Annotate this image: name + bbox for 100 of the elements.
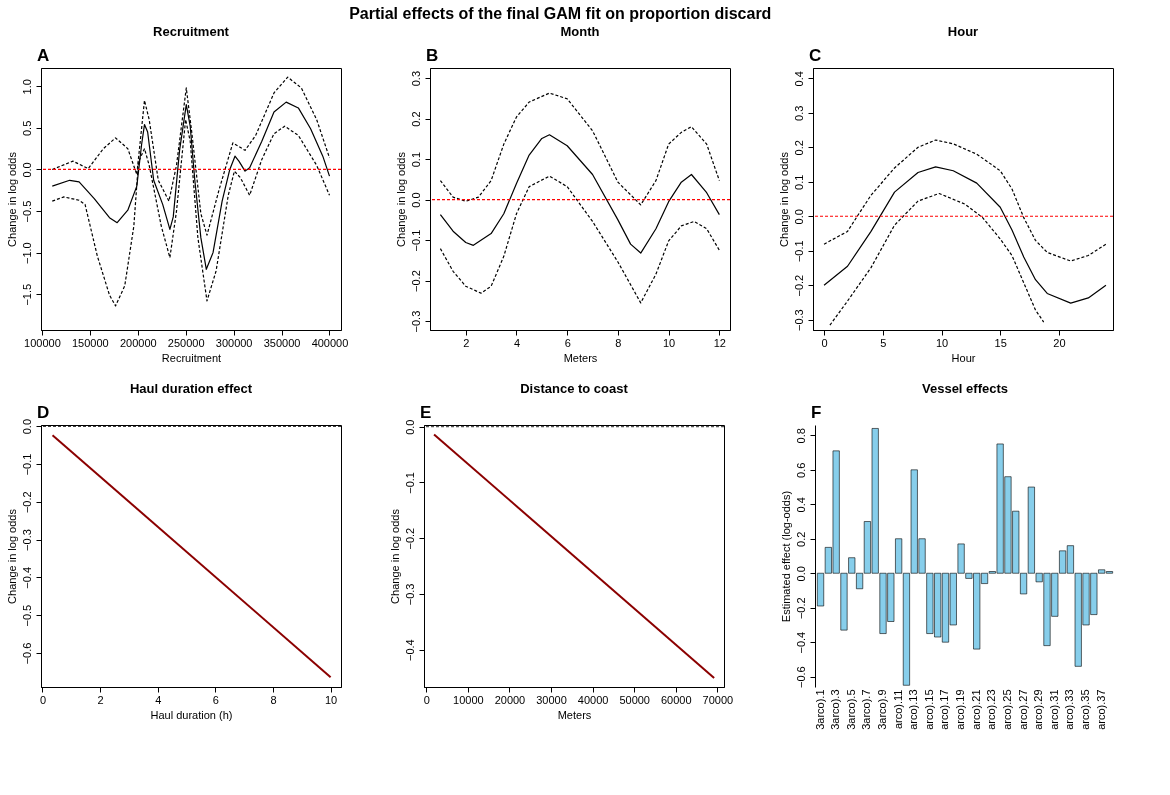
x-tick-label: 3arco).7 [860,689,873,730]
x-tick-label: 40000 [577,693,609,706]
x-tick-label: 200000 [119,336,157,349]
x-tick-label: arco).37 [1094,689,1107,730]
y-tick-label: −0.4 [794,631,807,654]
x-axis-title: Haul duration (h) [150,708,233,721]
text: F [811,403,822,422]
chart-title: Vessel effects [921,381,1009,396]
x-tick-label: 4 [155,693,162,706]
chart-title: Haul duration effect [129,381,253,396]
y-tick-label: 0.8 [794,428,807,444]
text: B [426,46,439,65]
y-tick-label: 0.1 [792,174,805,190]
y-tick-label: 0.3 [409,70,422,87]
x-tick-label: arco).29 [1032,689,1045,730]
x-tick-label: 6 [212,693,219,706]
y-tick-label: 0.1 [409,151,422,168]
text: Partial effects of the final GAM fit on proportion discard [349,4,772,22]
chart-title: Recruitment [153,24,230,39]
x-tick-label: arco).27 [1016,689,1029,730]
x-tick-label: 0 [821,336,828,349]
x-tick-label: 70000 [702,693,734,706]
y-tick-label: −0.2 [792,274,805,297]
x-tick-label: arco).21 [969,689,982,730]
x-tick-label: 350000 [263,336,301,349]
x-tick-label: 8 [270,693,277,706]
y-tick-label: 0.0 [20,418,33,435]
y-tick-label: −0.4 [403,639,416,662]
y-tick-label: −0.3 [409,310,422,333]
chart-title: Hour [947,24,979,39]
x-tick-label: 10 [935,336,949,349]
y-tick-label: −0.4 [20,567,33,589]
line-series [439,92,720,206]
y-tick-label: −1.0 [20,242,33,265]
x-axis-title: Meters [557,708,592,721]
text: A [37,46,50,65]
y-tick-label: −0.2 [20,491,33,514]
text: D [37,403,50,422]
y-tick-label: 0.6 [794,462,807,478]
y-axis-title: Change in log odds [777,151,790,247]
y-tick-label: 0.2 [792,140,805,156]
x-tick-label: arco).33 [1063,689,1076,730]
y-tick-label: −1.5 [20,283,33,306]
x-axis-title: Recruitment [161,351,222,364]
y-tick-label: 0.4 [794,497,807,513]
x-tick-label: 300000 [215,336,253,349]
x-tick-label: 0 [423,693,430,706]
chart-title: Month [560,24,600,39]
x-tick-label: 400000 [311,336,349,349]
y-tick-label: 0.2 [409,111,422,127]
x-tick-label: 5 [880,336,887,349]
x-tick-label: 10 [663,336,676,349]
x-tick-label: 12 [713,336,726,349]
x-tick-label: 3arco).1 [813,689,826,730]
x-tick-label: arco).17 [938,689,951,730]
x-tick-label: 10000 [453,693,484,706]
x-tick-label: 3arco).5 [844,689,857,730]
x-tick-label: 3arco).3 [829,689,842,730]
x-tick-label: arco).13 [907,689,920,730]
y-axis-title: Change in log odds [388,508,401,604]
x-tick-label: 150000 [71,336,109,349]
y-tick-label: −0.1 [409,229,422,252]
text: C [809,46,822,65]
y-tick-label: −0.5 [20,604,33,627]
y-axis-title: Change in log odds [394,151,407,247]
chart-title: Distance to coast [520,381,629,396]
y-axis-title: Change in log odds [5,151,18,247]
y-tick-label: −0.6 [20,642,33,665]
line-series [439,175,720,304]
x-axis-title: Hour [951,351,976,364]
x-tick-label: 20 [1053,336,1066,349]
y-tick-label: 1.0 [20,79,33,95]
x-tick-label: 30000 [536,693,567,706]
text: E [420,403,432,422]
x-tick-label: 2 [97,693,104,706]
x-axis-title: Meters [563,351,598,364]
x-tick-label: 2 [463,336,470,349]
y-tick-label: −0.6 [794,666,807,689]
y-tick-label: −0.1 [792,240,805,263]
x-tick-label: arco).23 [985,689,998,730]
x-tick-label: arco).31 [1047,689,1060,730]
line-series [439,134,720,254]
x-tick-label: 6 [564,336,571,349]
x-tick-label: 0 [39,693,46,706]
y-tick-label: 0.0 [792,209,805,225]
line-series [823,166,1107,304]
x-tick-label: 20000 [494,693,526,706]
y-tick-label: −0.2 [409,270,422,292]
y-tick-label: 0.4 [792,71,805,87]
y-tick-label: 0.0 [409,192,422,208]
x-tick-label: 50000 [619,693,650,706]
x-tick-label: arco).35 [1079,689,1092,730]
y-tick-label: −0.1 [403,472,416,494]
y-tick-label: −0.3 [20,529,33,551]
y-tick-label: −0.1 [20,453,33,476]
y-tick-label: 0.5 [20,120,33,137]
x-tick-label: 100000 [24,336,61,349]
line-series [823,139,1107,262]
y-tick-label: −0.5 [20,200,33,223]
x-tick-label: 15 [994,336,1007,349]
